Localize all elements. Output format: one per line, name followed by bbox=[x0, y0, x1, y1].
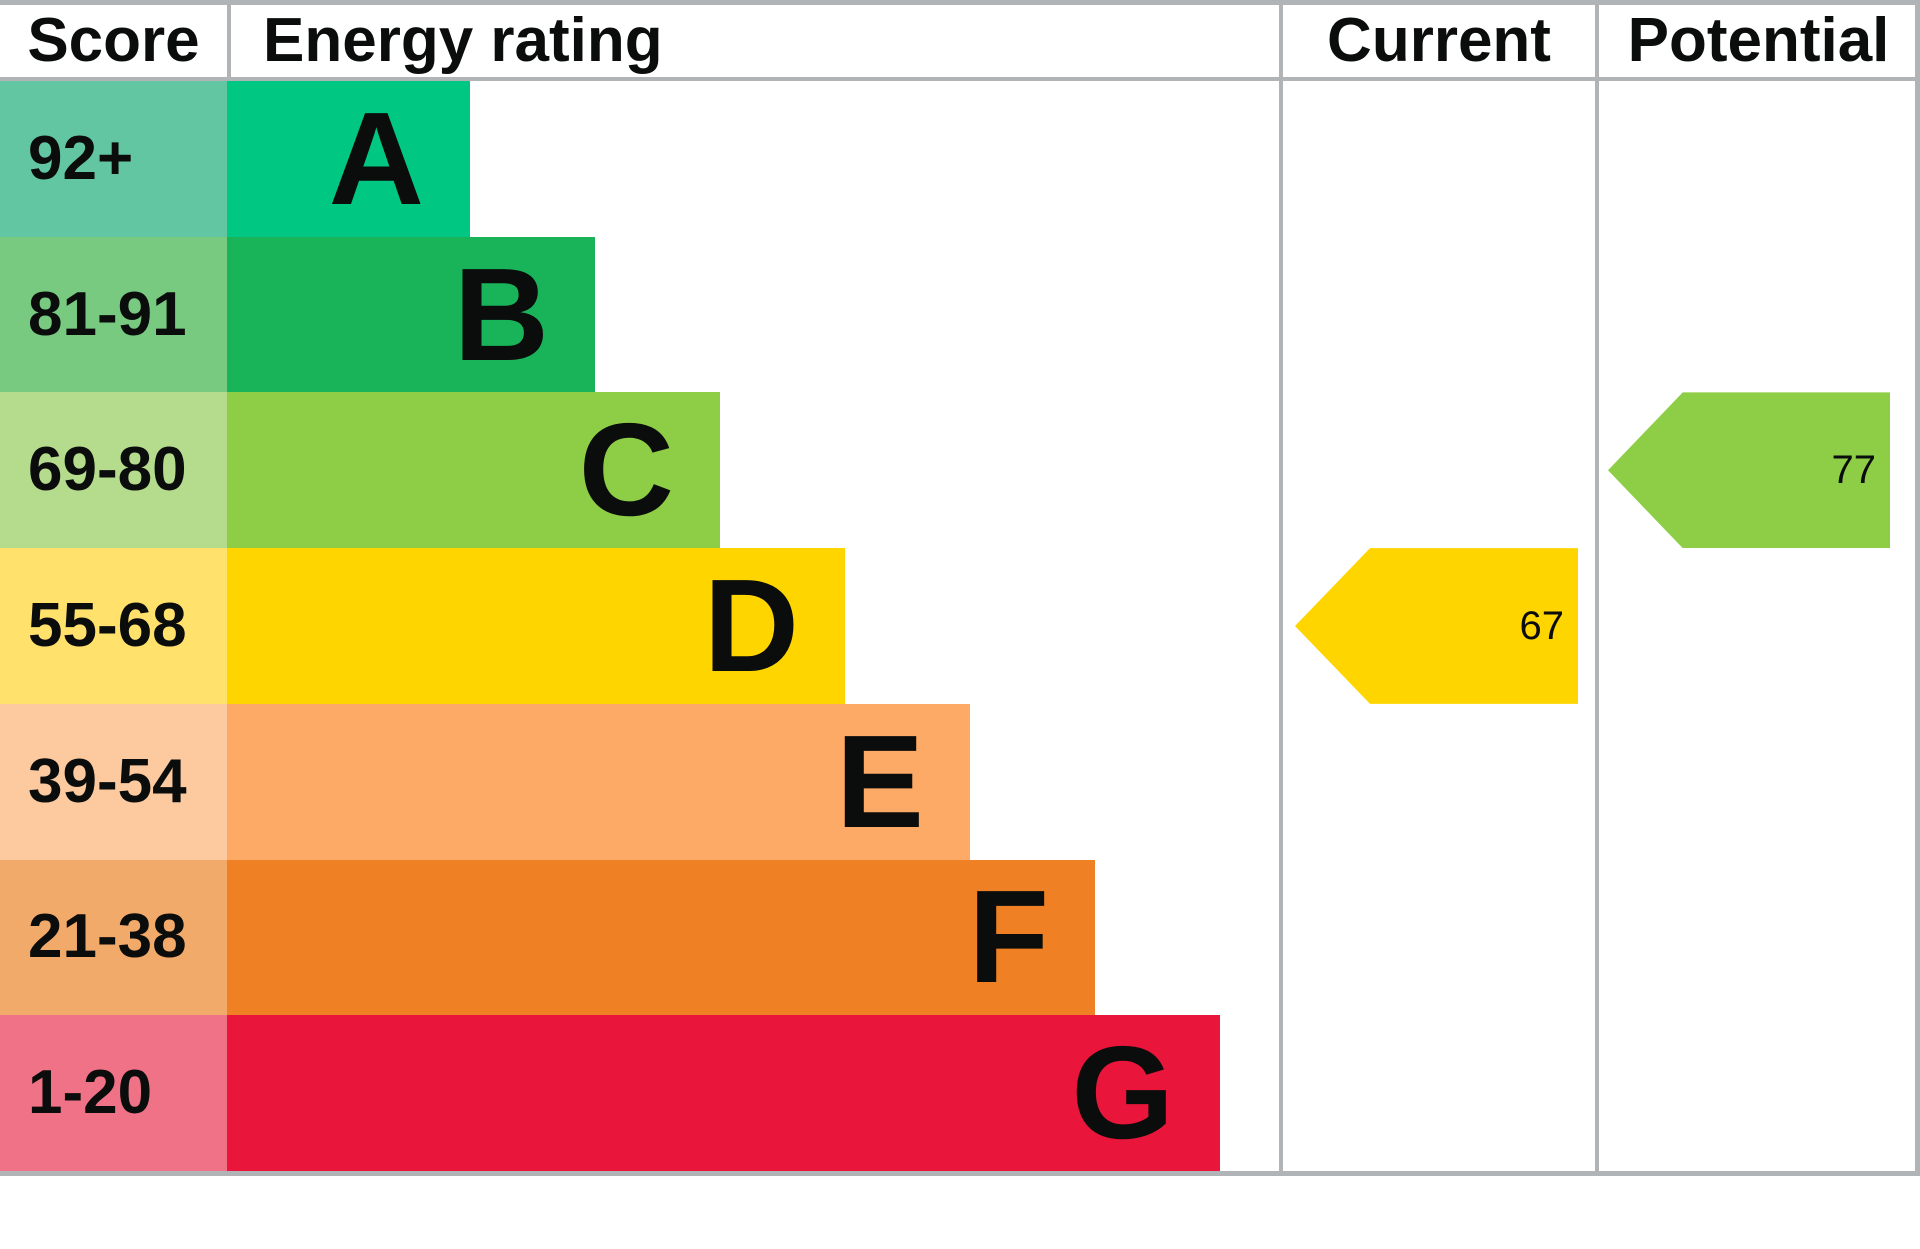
band-score-cell: 92+ bbox=[0, 81, 227, 237]
band-row-g: 1-20 G bbox=[0, 1015, 1920, 1172]
rating-bar: G bbox=[227, 1015, 1220, 1172]
band-score-cell: 55-68 bbox=[0, 548, 227, 704]
rating-bar: B bbox=[227, 236, 595, 393]
band-rows: 92+ A 81-91 B 69-80 C 55-6 bbox=[0, 81, 1920, 1172]
score-column-divider bbox=[227, 5, 231, 77]
header-divider bbox=[0, 77, 1920, 81]
top-border bbox=[0, 0, 1920, 5]
bar-area: B bbox=[227, 236, 1920, 393]
rating-letter: D bbox=[703, 552, 799, 700]
rating-letter: A bbox=[328, 84, 424, 232]
band-score-cell: 1-20 bbox=[0, 1015, 227, 1172]
potential-column-divider bbox=[1595, 0, 1599, 1176]
band-row-d: 55-68 D bbox=[0, 548, 1920, 704]
potential-column-header: Potential bbox=[1627, 6, 1890, 75]
band-row-a: 92+ A bbox=[0, 81, 1920, 237]
rating-bar: E bbox=[227, 703, 970, 860]
current-column-header: Current bbox=[1327, 6, 1551, 75]
rating-letter: E bbox=[835, 707, 924, 855]
band-score-cell: 39-54 bbox=[0, 703, 227, 860]
score-column-header: Score bbox=[27, 6, 200, 75]
band-row-f: 21-38 F bbox=[0, 859, 1920, 1016]
potential-rating-value: 77 bbox=[1831, 448, 1877, 493]
bottom-border bbox=[0, 1171, 1920, 1176]
band-score-cell: 21-38 bbox=[0, 859, 227, 1016]
bar-area: A bbox=[227, 81, 1920, 237]
rating-bar: F bbox=[227, 859, 1095, 1016]
rating-letter: F bbox=[968, 863, 1049, 1011]
band-row-e: 39-54 E bbox=[0, 703, 1920, 860]
bar-area: F bbox=[227, 859, 1920, 1016]
right-border bbox=[1915, 0, 1920, 1176]
rating-letter: G bbox=[1071, 1019, 1174, 1167]
band-score-cell: 81-91 bbox=[0, 236, 227, 393]
bar-area: D bbox=[227, 548, 1920, 704]
current-column-divider bbox=[1279, 0, 1283, 1176]
bar-area: G bbox=[227, 1015, 1920, 1172]
rating-bar: C bbox=[227, 392, 720, 549]
rating-bar: A bbox=[227, 81, 470, 237]
header-row: Score Energy rating Current Potential bbox=[0, 5, 1920, 77]
current-rating-value: 67 bbox=[1519, 603, 1565, 648]
energy-rating-column-header: Energy rating bbox=[263, 6, 663, 75]
rating-letter: C bbox=[578, 396, 674, 544]
band-row-b: 81-91 B bbox=[0, 236, 1920, 393]
rating-letter: B bbox=[453, 240, 549, 388]
bar-area: E bbox=[227, 703, 1920, 860]
band-score-cell: 69-80 bbox=[0, 392, 227, 549]
rating-bar: D bbox=[227, 548, 845, 704]
